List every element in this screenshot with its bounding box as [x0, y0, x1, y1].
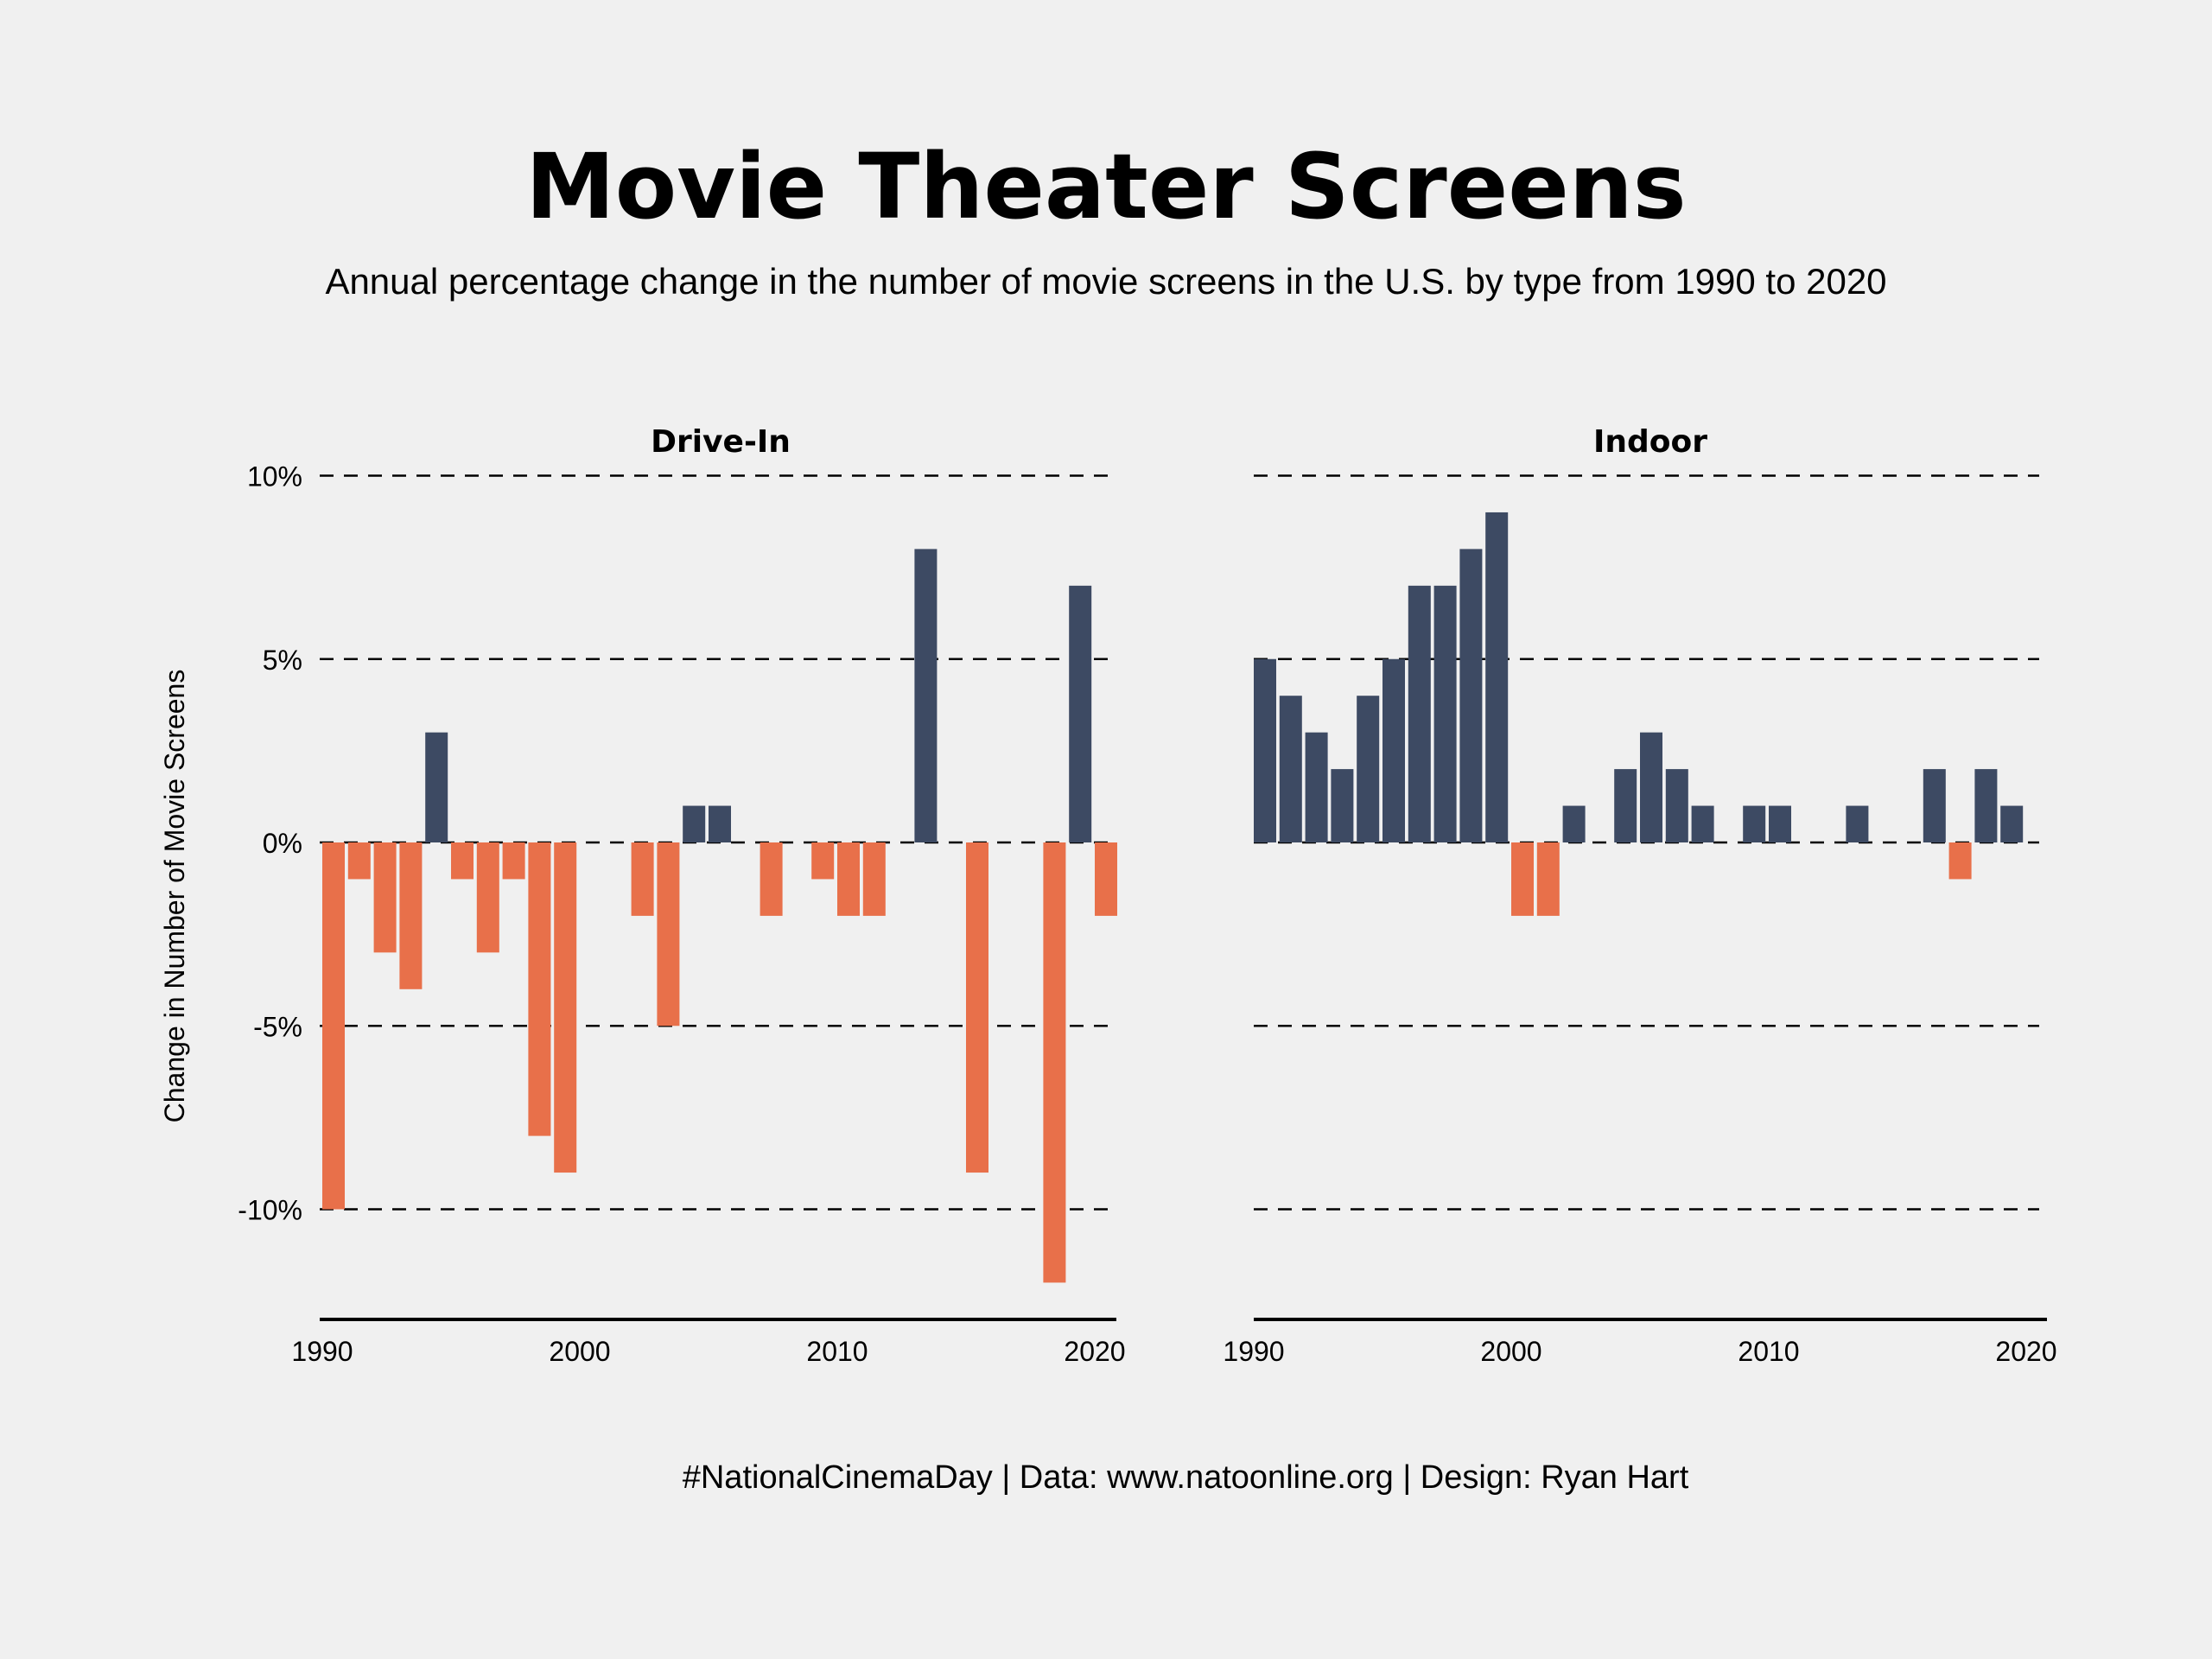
bar-2019	[2000, 805, 2024, 842]
y-axis-label: Change in Number of Movie Screens	[159, 670, 190, 1123]
bar-2000	[1511, 842, 1534, 916]
x-tick-label: 2000	[549, 1336, 610, 1367]
bar-1993	[1331, 769, 1354, 842]
bar-2004	[683, 805, 706, 842]
bar-2009	[1743, 805, 1766, 842]
bar-2010	[1769, 805, 1791, 842]
bar-1998	[528, 842, 551, 1136]
x-tick-label: 2010	[806, 1336, 868, 1367]
bar-2016	[1923, 769, 1946, 842]
y-tick-label: 10%	[247, 461, 302, 493]
bar-1990	[322, 842, 345, 1210]
bar-2020	[1095, 842, 1117, 916]
bar-1992	[1305, 732, 1328, 842]
bar-2017	[1948, 842, 1972, 880]
chart-caption: #NationalCinemaDay | Data: www.natoonlin…	[683, 1459, 1689, 1496]
bar-2004	[1614, 769, 1637, 842]
bar-1996	[1408, 585, 1431, 842]
bar-1994	[425, 732, 448, 842]
bar-1999	[1485, 512, 1509, 842]
x-tick-label: 2000	[1480, 1336, 1541, 1367]
bar-1998	[1459, 549, 1483, 842]
bar-2006	[1665, 769, 1688, 842]
bar-2007	[760, 842, 783, 916]
bar-1999	[554, 842, 577, 1173]
bar-2001	[1536, 842, 1560, 916]
x-tick-label: 1990	[291, 1336, 353, 1367]
bar-2015	[966, 842, 988, 1173]
bar-1995	[451, 842, 474, 880]
panel-drive-in: Drive-In 10% 5% 0% -5% -10% 1990 2000 2010 2020	[238, 424, 1125, 1367]
y-tick-label: 0%	[263, 828, 302, 859]
x-tick-label: 2020	[1064, 1336, 1125, 1367]
bar-2002	[1562, 805, 1586, 842]
bar-2002	[631, 842, 654, 916]
bar-2005	[1640, 732, 1662, 842]
bar-2005	[709, 805, 731, 842]
bar-2018	[1974, 769, 1998, 842]
bar-2011	[862, 842, 886, 916]
bar-2013	[1846, 805, 1869, 842]
chart-title: Movie Theater Screens	[525, 134, 1686, 239]
bar-2009	[811, 842, 835, 880]
x-tick-label: 2010	[1738, 1336, 1799, 1367]
bar-2019	[1069, 585, 1092, 842]
panel-indoor: Indoor 1990 2000 2010 2020	[1223, 424, 2056, 1367]
panel-title: Drive-In	[651, 424, 791, 460]
y-tick-label: -10%	[238, 1195, 302, 1226]
x-tick-label: 1990	[1223, 1336, 1284, 1367]
bar-1996	[476, 842, 499, 953]
y-tick-label: -5%	[253, 1011, 302, 1042]
bar-2013	[914, 549, 938, 842]
bar-1995	[1382, 658, 1405, 842]
bar-2007	[1691, 805, 1714, 842]
bar-2010	[837, 842, 860, 916]
bar-1992	[373, 842, 397, 953]
bar-1997	[502, 842, 525, 880]
bar-1991	[1279, 696, 1302, 842]
bar-1991	[347, 842, 371, 880]
x-tick-label: 2020	[1995, 1336, 2056, 1367]
chart-subtitle: Annual percentage change in the number o…	[325, 261, 1886, 302]
bar-1994	[1357, 696, 1380, 842]
y-tick-label: 5%	[263, 645, 302, 676]
bar-1993	[399, 842, 423, 989]
bar-2003	[657, 842, 680, 1027]
bar-1997	[1433, 585, 1457, 842]
panel-title: Indoor	[1593, 424, 1707, 460]
bar-1990	[1254, 658, 1276, 842]
bar-2018	[1043, 842, 1066, 1283]
